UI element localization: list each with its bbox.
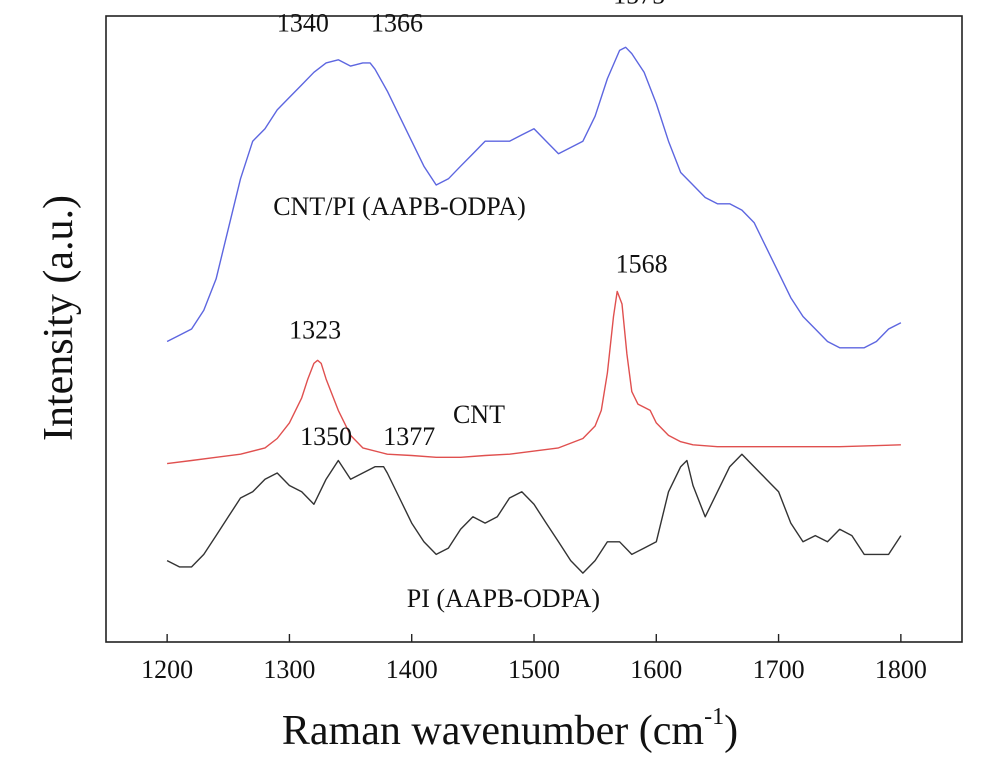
x-tick-label: 1300 bbox=[263, 655, 315, 684]
peak-label: 1366 bbox=[371, 9, 423, 38]
spectrum-pi-line bbox=[166, 453, 902, 574]
series-label: CNT/PI (AAPB-ODPA) bbox=[273, 192, 526, 221]
x-tick-label: 1500 bbox=[508, 655, 560, 684]
x-axis-title-main: Raman wavenumber (cm bbox=[282, 708, 705, 754]
spectrum-cnt-pi-line bbox=[166, 46, 902, 349]
x-tick-label: 1200 bbox=[141, 655, 193, 684]
series-label: PI (AAPB-ODPA) bbox=[407, 584, 600, 613]
peak-label: 1350 bbox=[300, 422, 352, 451]
peak-label: 1575 bbox=[613, 0, 665, 9]
x-tick-label: 1400 bbox=[386, 655, 438, 684]
spectrum-cnt-line bbox=[167, 290, 901, 465]
plot-frame bbox=[105, 15, 963, 643]
annotation-layer: CNT/PI (AAPB-ODPA) CNT PI (AAPB-ODPA) 1340 1… bbox=[273, 0, 667, 613]
x-axis-title-close: ) bbox=[724, 708, 738, 754]
y-axis-title: Intensity (a.u.) bbox=[36, 195, 82, 441]
x-tick-label: 1700 bbox=[753, 655, 805, 684]
x-axis-title: Raman wavenumber (cm-1) bbox=[282, 704, 738, 754]
peak-label: 1568 bbox=[616, 250, 668, 279]
peak-label: 1377 bbox=[383, 422, 435, 451]
x-tick-label: 1800 bbox=[875, 655, 927, 684]
x-tick-label: 1600 bbox=[630, 655, 682, 684]
series-layer bbox=[166, 46, 902, 574]
series-label: CNT bbox=[453, 400, 505, 429]
x-axis-ticks: 1200 1300 1400 1500 1600 1700 1800 bbox=[141, 634, 927, 684]
peak-label: 1340 bbox=[277, 9, 329, 38]
peak-label: 1323 bbox=[289, 315, 341, 344]
x-axis-title-superscript: -1 bbox=[704, 704, 724, 730]
